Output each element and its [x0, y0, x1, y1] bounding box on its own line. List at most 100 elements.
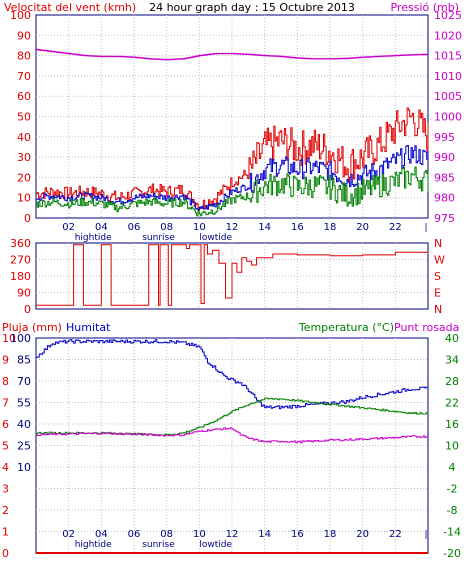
temperature-title: Temperatura (°C): [298, 321, 394, 334]
direction-tick-360: 360: [10, 237, 31, 250]
climate-xaxis-tick-06: 06: [128, 529, 141, 540]
pressure-tick-985: 985: [434, 171, 455, 184]
climate-xaxis-tick-16: 16: [291, 529, 304, 540]
series-puntrosada-line: [36, 427, 429, 444]
climate-xaxis-tick-20: 20: [356, 529, 369, 540]
compass-tick-2: S: [434, 270, 441, 283]
rain-tick-1: 1: [2, 526, 9, 539]
wind-xaxis-tick-18: 18: [324, 222, 337, 233]
wind-tick-10: 10: [17, 192, 31, 205]
compass-tick-1: W: [434, 254, 445, 267]
rain-tick-7: 7: [2, 397, 9, 410]
temperature-tick-34: 34: [445, 354, 459, 367]
climate-xaxis-tick-12: 12: [226, 529, 239, 540]
series-gust-line: [36, 107, 429, 211]
pressure-tick-980: 980: [434, 192, 455, 205]
temperature-tick--2: -2: [447, 483, 458, 496]
humidity-title: Humitat: [66, 321, 111, 334]
series-minimum-line: [36, 166, 429, 217]
direction-tick-0: 0: [24, 303, 31, 316]
climate-xaxis-tick-08: 08: [160, 529, 173, 540]
wind-xaxis-event-hightide: hightide: [75, 233, 112, 243]
wind-tick-100: 100: [10, 9, 31, 22]
rain-tick-8: 8: [2, 375, 9, 388]
rain-tick-2: 2: [2, 504, 9, 517]
wind-xaxis-tick-14: 14: [258, 222, 271, 233]
wind-xaxis-event-lowtide: lowtide: [199, 233, 232, 243]
pressure-tick-1015: 1015: [434, 50, 462, 63]
pressure-tick-975: 975: [434, 212, 455, 225]
temperature-tick--14: -14: [443, 526, 461, 539]
temperature-tick-16: 16: [445, 418, 459, 431]
humidity-tick-55: 55: [17, 397, 31, 410]
wind-tick-60: 60: [17, 90, 31, 103]
climate-xaxis-event-sunrise: sunrise: [142, 540, 175, 550]
humidity-tick-10: 10: [17, 461, 31, 474]
direction-tick-90: 90: [17, 287, 31, 300]
wind-xaxis-tick-08: 08: [160, 222, 173, 233]
rain-tick-10: 10: [2, 332, 16, 345]
compass-tick-0: N: [434, 237, 442, 250]
temperature-tick-22: 22: [445, 397, 459, 410]
compass-tick-4: N: [434, 303, 442, 316]
pressure-tick-1005: 1005: [434, 90, 462, 103]
humidity-tick-100: 100: [10, 332, 31, 345]
wind-tick-70: 70: [17, 70, 31, 83]
climate-xaxis-tick-22: 22: [389, 529, 402, 540]
wind-xaxis-tick-12: 12: [226, 222, 239, 233]
wind-xaxis-tick-end: |: [424, 223, 427, 233]
rain-axis-title: Pluja (mm): [2, 321, 62, 334]
wind-xaxis-event-sunrise: sunrise: [142, 233, 175, 243]
wind-xaxis-tick-10: 10: [193, 222, 206, 233]
wind-tick-90: 90: [17, 29, 31, 42]
climate-xaxis-tick-18: 18: [324, 529, 337, 540]
wind-xaxis-tick-06: 06: [128, 222, 141, 233]
climate-xaxis-tick-end: |: [424, 530, 427, 540]
climate-xaxis-event-hightide: hightide: [75, 540, 112, 550]
rain-tick-6: 6: [2, 418, 9, 431]
temperature-tick-10: 10: [445, 440, 459, 453]
rain-tick-3: 3: [2, 483, 9, 496]
climate-xaxis-tick-02: 02: [62, 529, 75, 540]
wind-tick-30: 30: [17, 151, 31, 164]
series-humitat-line: [36, 339, 429, 410]
wind-xaxis-tick-02: 02: [62, 222, 75, 233]
temperature-tick-28: 28: [445, 375, 459, 388]
humidity-tick-40: 40: [17, 418, 31, 431]
temperature-tick-40: 40: [445, 332, 459, 345]
page-title: 24 hour graph day : 15 Octubre 2013: [149, 1, 355, 14]
pressure-tick-1025: 1025: [434, 9, 462, 22]
rain-tick-0: 0: [2, 547, 9, 560]
rain-tick-9: 9: [2, 354, 9, 367]
climate-xaxis-tick-04: 04: [95, 529, 108, 540]
temperature-tick-4: 4: [449, 461, 456, 474]
direction-tick-180: 180: [10, 270, 31, 283]
rain-tick-4: 4: [2, 461, 9, 474]
humidity-tick-85: 85: [17, 354, 31, 367]
humidity-tick-25: 25: [17, 440, 31, 453]
wind-xaxis-tick-22: 22: [389, 222, 402, 233]
temperature-axis-title: Temperatura (°C): [298, 321, 394, 334]
compass-tick-3: E: [434, 287, 441, 300]
rain-tick-5: 5: [2, 440, 9, 453]
chart-panels: 1009080706050403020100102510201015101010…: [2, 9, 462, 560]
pressure-axis-title: Pressió (mb): [390, 1, 459, 14]
wind-tick-0: 0: [24, 212, 31, 225]
wind-xaxis-tick-04: 04: [95, 222, 108, 233]
wind-xaxis-tick-16: 16: [291, 222, 304, 233]
wind-tick-50: 50: [17, 111, 31, 124]
pressure-tick-1010: 1010: [434, 70, 462, 83]
temperature-tick--20: -20: [443, 547, 461, 560]
wind-xaxis-tick-20: 20: [356, 222, 369, 233]
temperature-tick--8: -8: [447, 504, 458, 517]
wind-tick-20: 20: [17, 171, 31, 184]
pressure-tick-1020: 1020: [434, 29, 462, 42]
series-direction-line: [36, 244, 429, 306]
dewpoint-title: Punt rosada: [394, 321, 459, 334]
series-average-line: [36, 145, 429, 211]
humidity-tick-70: 70: [17, 375, 31, 388]
wind-tick-80: 80: [17, 50, 31, 63]
climate-xaxis-tick-10: 10: [193, 529, 206, 540]
